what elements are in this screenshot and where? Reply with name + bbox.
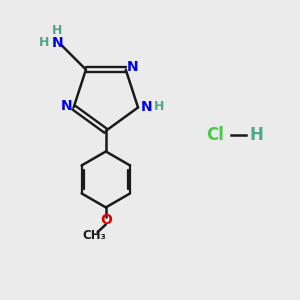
- Text: H: H: [39, 36, 49, 49]
- Text: N: N: [140, 100, 152, 115]
- Text: N: N: [126, 60, 138, 74]
- Text: N: N: [61, 99, 72, 113]
- Text: N: N: [52, 36, 63, 50]
- Text: H: H: [52, 24, 63, 37]
- Text: CH₃: CH₃: [83, 229, 106, 242]
- Text: O: O: [100, 213, 112, 227]
- Text: H: H: [154, 100, 164, 113]
- Text: Cl: Cl: [206, 126, 224, 144]
- Text: H: H: [249, 126, 263, 144]
